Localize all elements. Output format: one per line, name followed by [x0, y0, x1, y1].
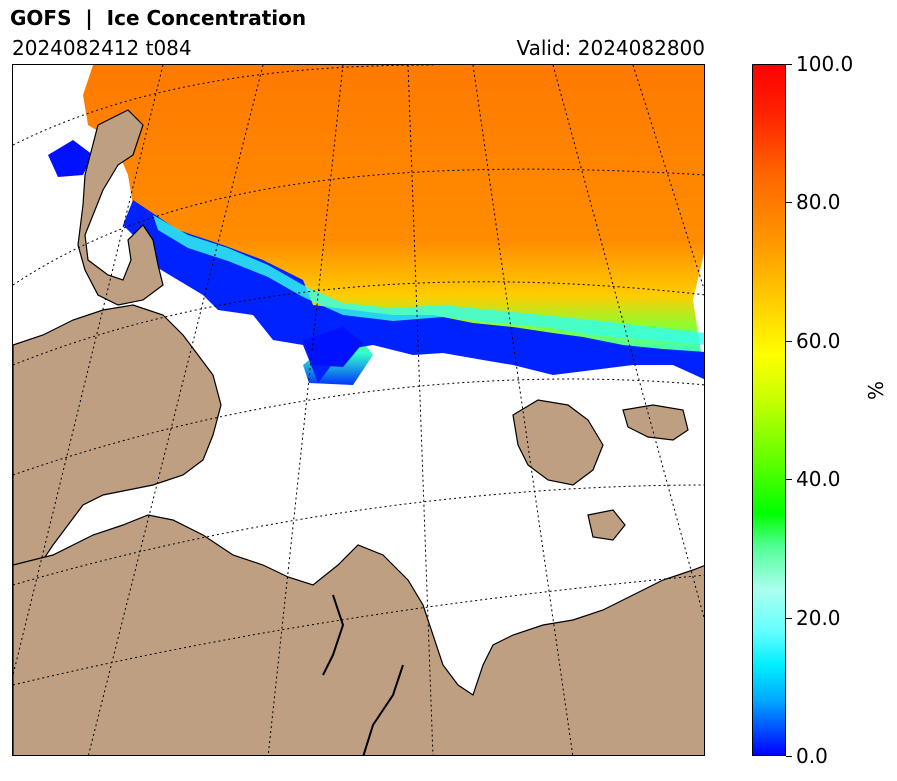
ice-patch-west — [48, 140, 93, 177]
model-run-label: 2024082412 t084 — [12, 36, 192, 60]
map-canvas — [13, 65, 704, 755]
ice-field — [83, 65, 704, 385]
colorbar-label-100: 100.0 — [796, 52, 854, 76]
valid-time-label: Valid: 2024082800 — [516, 36, 705, 60]
river-east — [362, 664, 404, 755]
ice-patch-southwest — [303, 327, 363, 367]
ice-concentration-map[interactable] — [12, 64, 705, 756]
colorbar-label-0: 0.0 — [796, 744, 828, 768]
land-mainland-south — [13, 514, 704, 755]
land-mainland-west — [13, 304, 222, 576]
colorbar-unit-label: % — [864, 380, 888, 400]
land-island-east-1 — [512, 399, 604, 486]
colorbar-tick-0 — [786, 756, 792, 757]
colorbar-tick-100 — [786, 64, 792, 65]
colorbar-label-20: 20.0 — [796, 606, 841, 630]
colorbar-label-80: 80.0 — [796, 190, 841, 214]
colorbar-tick-20 — [786, 618, 792, 619]
landmasses — [13, 109, 704, 755]
map-title: GOFS | Ice Concentration — [10, 6, 307, 30]
colorbar-label-40: 40.0 — [796, 467, 841, 491]
colorbar-label-60: 60.0 — [796, 329, 841, 353]
land-island-east-2 — [622, 404, 689, 441]
river-main — [322, 594, 345, 676]
graticule — [13, 65, 704, 755]
colorbar — [752, 64, 786, 756]
colorbar-tick-80 — [786, 202, 792, 203]
colorbar-tick-60 — [786, 341, 792, 342]
ice-edge-cyan — [153, 215, 704, 345]
land-novaya-zemlya-north — [77, 109, 164, 306]
land-island-east-3 — [587, 509, 626, 541]
ice-edge-band — [123, 200, 704, 383]
colorbar-tick-40 — [786, 479, 792, 480]
